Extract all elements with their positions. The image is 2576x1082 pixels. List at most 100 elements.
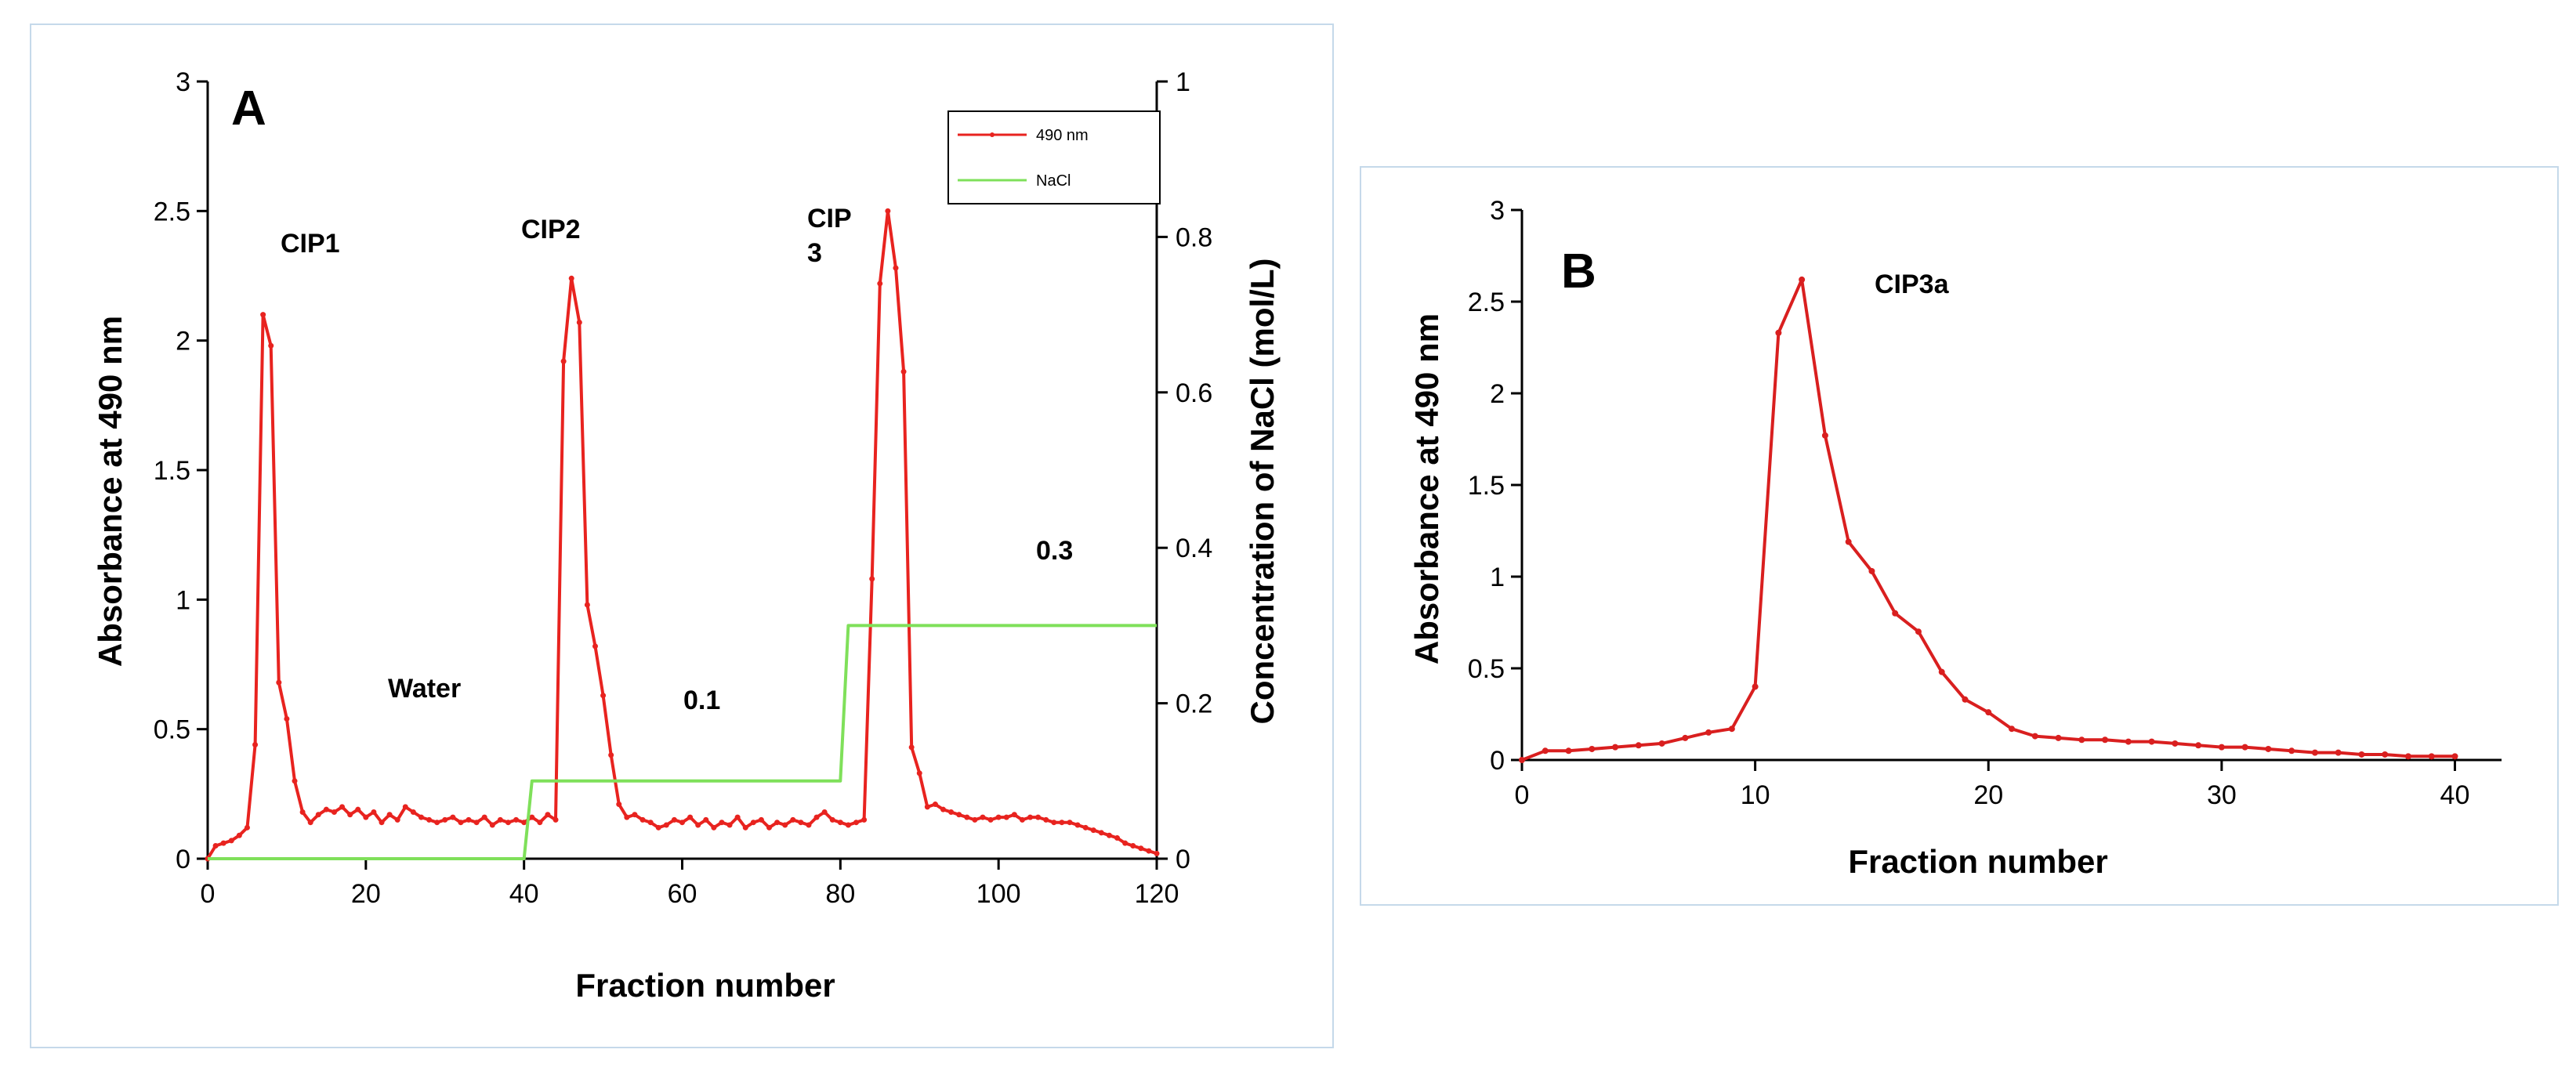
chart-a-data-point-490nm — [1019, 816, 1025, 823]
chart-b-data-point-cip3a — [1868, 567, 1875, 574]
chart-a-data-point-490nm — [315, 812, 321, 818]
chart-a-data-point-490nm — [1146, 848, 1152, 854]
chart-b-data-point-cip3a — [2172, 740, 2179, 747]
chart-a-data-point-490nm — [916, 770, 922, 776]
chart-a-data-point-490nm — [1074, 822, 1081, 828]
chart-b-data-point-cip3a — [1915, 628, 1922, 635]
chart-b-series-line-cip3a — [1521, 277, 2455, 762]
chart-b-data-point-cip3a — [2451, 753, 2458, 760]
chart-a-data-point-490nm — [1051, 820, 1057, 826]
annotation-cip3-line1: CIP — [807, 204, 852, 233]
chart-a-data-point-490nm — [608, 752, 614, 758]
chart-a-data-point-490nm — [1122, 840, 1129, 846]
chart-a-data-point-490nm — [473, 820, 480, 826]
chart-a-data-point-490nm — [355, 806, 361, 812]
chart-b-y-tick-label: 1 — [1490, 563, 1505, 592]
chart-a-data-point-490nm — [821, 809, 828, 815]
chart-b-data-point-cip3a — [1962, 696, 1969, 703]
chart-a-y-tick-label: 2.5 — [154, 197, 190, 226]
chart-a-data-point-490nm — [845, 822, 851, 828]
chart-a-data-point-490nm — [639, 816, 646, 823]
chart-a-data-point-490nm — [1011, 812, 1017, 818]
chart-a-data-point-490nm — [980, 814, 986, 820]
chart-a-legend: 490 nm NaCl — [947, 110, 1161, 204]
chart-a-data-point-490nm — [726, 822, 733, 828]
chart-a-y-tick-label: 2 — [176, 327, 190, 356]
chart-b-x-tick-label: 20 — [1973, 780, 2003, 810]
chart-a-data-point-490nm — [513, 816, 520, 823]
chart-a-data-point-490nm — [450, 814, 456, 820]
chart-a-data-point-490nm — [806, 822, 812, 828]
chart-a-data-point-490nm — [647, 820, 654, 826]
chart-a-data-point-490nm — [1106, 832, 1112, 838]
chart-a-data-point-490nm — [284, 715, 290, 722]
chart-b-data-point-cip3a — [2078, 736, 2085, 744]
chart-b-data-point-cip3a — [1542, 747, 1549, 755]
chart-b-data-point-cip3a — [1635, 742, 1642, 749]
chart-b-data-point-cip3a — [2335, 749, 2342, 756]
chart-b-data-point-cip3a — [2241, 744, 2248, 751]
chart-a-data-point-490nm — [402, 804, 408, 810]
chart-a-data-point-490nm — [972, 816, 978, 823]
chart-a-data-point-490nm — [956, 812, 962, 818]
chart-a-data-point-490nm — [853, 820, 860, 826]
chart-a-series-line-490nm — [206, 209, 1158, 860]
chart-a-data-point-490nm — [497, 816, 503, 823]
chart-a-data-point-490nm — [560, 358, 567, 364]
chart-a-data-point-490nm — [687, 814, 694, 820]
chart-b-data-point-cip3a — [1845, 538, 1852, 545]
chart-a-data-point-490nm — [323, 806, 329, 812]
chart-a-y2-tick-label: 0.4 — [1176, 534, 1212, 563]
chart-a-data-point-490nm — [307, 820, 313, 826]
chart-a-data-point-490nm — [592, 643, 598, 650]
chart-b-data-point-cip3a — [1728, 726, 1735, 733]
chart-a-data-point-490nm — [885, 208, 891, 214]
chart-a-data-point-490nm — [624, 814, 630, 820]
chart-a-data-point-490nm — [750, 820, 756, 826]
chart-a-canvas: 0 0.5 1 1.5 2 2.5 3 0 20 40 60 80 100 120 0 0.2 0.4 0.6 0.… — [92, 67, 1281, 1004]
chart-a-data-point-490nm — [584, 602, 590, 608]
chart-a-y-tick-label: 0 — [176, 845, 190, 874]
chart-b-y-tick-label: 0 — [1490, 746, 1505, 776]
chart-a-data-point-490nm — [1043, 816, 1049, 823]
chart-a-data-point-490nm — [529, 814, 535, 820]
chart-b-y-tick-label: 3 — [1490, 196, 1505, 226]
chart-a-data-point-490nm — [1035, 814, 1042, 820]
chart-a-data-point-490nm — [742, 824, 748, 830]
chart-a-y-axis-title: Absorbance at 490 nm — [92, 316, 129, 667]
chart-a-data-point-490nm — [212, 842, 219, 849]
chart-a-data-point-490nm — [1067, 820, 1073, 826]
chart-b-data-point-cip3a — [2311, 749, 2318, 756]
chart-a-data-point-490nm — [1082, 824, 1089, 830]
chart-a-data-point-490nm — [877, 280, 883, 287]
chart-b-data-point-cip3a — [1589, 745, 1596, 752]
chart-a-data-point-490nm — [734, 814, 741, 820]
chart-b-y-tick-label: 2.5 — [1468, 288, 1505, 317]
panel-a: 0 0.5 1 1.5 2 2.5 3 0 20 40 60 80 100 120 0 0.2 0.4 0.6 0.… — [30, 24, 1334, 1048]
chart-b-y-tick-label: 1.5 — [1468, 471, 1505, 501]
chart-a-y-tick-label: 3 — [176, 67, 190, 97]
chart-b-data-point-cip3a — [2102, 736, 2109, 744]
chart-a-data-point-490nm — [940, 806, 947, 812]
chart-b-data-point-cip3a — [1938, 668, 1945, 675]
annotation-nacl-0-1: 0.1 — [683, 686, 720, 715]
chart-a-data-point-490nm — [766, 824, 773, 830]
chart-b-data-point-cip3a — [2288, 747, 2295, 755]
chart-a-y2-tick-label: 0.6 — [1176, 378, 1212, 408]
chart-a-data-point-490nm — [837, 820, 843, 826]
chart-a-data-point-490nm — [260, 312, 266, 318]
chart-a-data-point-490nm — [679, 820, 685, 826]
chart-a-data-point-490nm — [363, 814, 369, 820]
chart-b-data-point-cip3a — [1985, 709, 1992, 716]
chart-b-y-axis-title: Absorbance at 490 nm — [1408, 313, 1445, 664]
chart-a-data-point-490nm — [1130, 842, 1136, 849]
chart-a-data-point-490nm — [695, 822, 701, 828]
chart-a-y2-tick-label: 0.2 — [1176, 689, 1212, 719]
chart-a-data-point-490nm — [719, 820, 725, 826]
chart-a-data-point-490nm — [568, 275, 574, 281]
chart-b-data-point-cip3a — [2382, 751, 2389, 758]
chart-a-data-point-490nm — [545, 812, 551, 818]
chart-b-y-tick-label: 0.5 — [1468, 654, 1505, 684]
chart-b-data-point-cip3a — [2009, 726, 2015, 733]
chart-a-data-point-490nm — [379, 820, 385, 826]
